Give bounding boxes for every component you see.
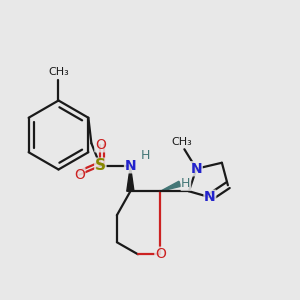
Text: H: H [181, 177, 190, 190]
Text: N: N [190, 162, 202, 176]
Text: H: H [141, 149, 150, 162]
Text: N: N [124, 159, 136, 173]
Text: O: O [155, 247, 166, 261]
Text: CH₃: CH₃ [48, 67, 69, 77]
Polygon shape [160, 181, 181, 191]
Polygon shape [127, 166, 134, 191]
Text: CH₃: CH₃ [171, 137, 192, 147]
Text: O: O [74, 168, 85, 182]
Text: O: O [95, 138, 106, 152]
Text: N: N [204, 190, 216, 204]
Text: S: S [95, 158, 106, 173]
